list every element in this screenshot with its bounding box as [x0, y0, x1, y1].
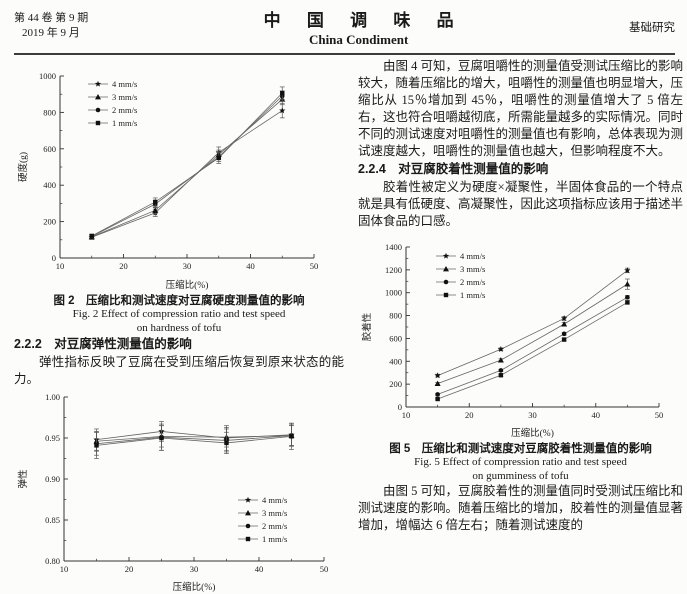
figure5-discussion-paragraph: 由图 5 可知，豆腐胶着性的测量值同时受测试压缩比和测试速度的影响。随着压缩比的…: [358, 484, 684, 532]
svg-text:30: 30: [190, 564, 199, 574]
figure5-caption-en-line1: Fig. 5 Effect of compression ratio and t…: [414, 456, 627, 468]
figure-2: 10 20 30 40 50 0 200 400 600 800 1000 压缩比(%) 硬度(g) 4 …: [14, 62, 344, 335]
svg-text:600: 600: [389, 333, 402, 343]
figure-5: 10 20 30 40 50 0 200 400 600 800 1000 1200 1400 压缩比(%…: [358, 238, 683, 483]
svg-text:0.85: 0.85: [45, 515, 60, 525]
svg-text:压缩比(%): 压缩比(%): [173, 581, 216, 593]
figure3-elasticity-chart: 10 20 30 40 50 0.80 0.85 0.90 0.95 1.00 压缩比(%) 弹性 4 …: [14, 388, 344, 594]
right-column: 由图 4 可知，豆腐咀嚼性的测量值受测试压缩比的影响较大，随着压缩比的增大，咀嚼…: [358, 58, 683, 594]
svg-text:压缩比(%): 压缩比(%): [511, 427, 554, 439]
svg-text:50: 50: [310, 261, 319, 271]
page-header: 第 44 卷 第 9 期 2019 年 9 月 中 国 调 味 品 China …: [14, 6, 675, 48]
figure5-caption-cn: 图 5 压缩比和测试速度对豆腐胶着性测量值的影响: [389, 443, 652, 455]
svg-text:0.80: 0.80: [45, 556, 60, 566]
journal-title-cn: 中 国 调 味 品: [263, 11, 465, 30]
header-divider: [14, 53, 675, 55]
issue-info: 第 44 卷 第 9 期 2019 年 9 月: [14, 6, 88, 41]
svg-text:2 mm/s: 2 mm/s: [460, 277, 485, 287]
figure5-caption: 图 5 压缩比和测试速度对豆腐胶着性测量值的影响 Fig. 5 Effect o…: [358, 442, 683, 483]
figure2-hardness-chart: 10 20 30 40 50 0 200 400 600 800 1000 压缩比(%) 硬度(g) 4 …: [14, 62, 344, 292]
svg-text:3 mm/s: 3 mm/s: [112, 92, 137, 102]
svg-text:1200: 1200: [385, 265, 402, 275]
svg-text:200: 200: [43, 217, 56, 227]
figure2-caption-cn: 图 2 压缩比和测试速度对豆腐硬度测量值的影响: [53, 295, 305, 307]
svg-text:40: 40: [246, 261, 255, 271]
svg-text:胶着性: 胶着性: [361, 312, 373, 341]
svg-text:压缩比(%): 压缩比(%): [166, 279, 209, 291]
issue-date: 2019 年 9 月: [22, 27, 80, 39]
svg-text:4 mm/s: 4 mm/s: [460, 251, 485, 261]
svg-text:400: 400: [389, 356, 402, 366]
svg-text:40: 40: [255, 564, 264, 574]
svg-text:2 mm/s: 2 mm/s: [112, 105, 137, 115]
svg-text:2 mm/s: 2 mm/s: [262, 521, 287, 531]
figure-3: 10 20 30 40 50 0.80 0.85 0.90 0.95 1.00 压缩比(%) 弹性 4 …: [14, 388, 344, 594]
svg-text:20: 20: [119, 261, 128, 271]
svg-text:20: 20: [125, 564, 134, 574]
section-2-2-4-paragraph: 胶着性被定义为硬度×凝聚性，半固体食品的一个特点就是具有低硬度、高凝聚性，因此这…: [358, 180, 684, 228]
svg-text:50: 50: [320, 564, 329, 574]
figure5-gumminess-chart: 10 20 30 40 50 0 200 400 600 800 1000 1200 1400 压缩比(%…: [358, 238, 683, 440]
volume-issue: 第 44 卷 第 9 期: [14, 12, 89, 24]
svg-text:10: 10: [56, 261, 65, 271]
svg-text:10: 10: [402, 410, 411, 420]
left-column: 10 20 30 40 50 0 200 400 600 800 1000 压缩比(%) 硬度(g) 4 …: [14, 58, 344, 594]
svg-text:600: 600: [43, 144, 56, 154]
svg-text:400: 400: [43, 180, 56, 190]
svg-text:弹性: 弹性: [17, 469, 29, 489]
section-label: 基础研究: [629, 22, 675, 34]
svg-text:30: 30: [528, 410, 537, 420]
svg-text:1000: 1000: [39, 71, 56, 81]
section-2-2-4-heading: 2.2.4 对豆腐胶着性测量值的影响: [358, 162, 549, 176]
svg-text:50: 50: [655, 410, 664, 420]
svg-text:3 mm/s: 3 mm/s: [460, 264, 485, 274]
svg-text:3 mm/s: 3 mm/s: [262, 508, 287, 518]
svg-text:30: 30: [183, 261, 192, 271]
svg-text:1000: 1000: [385, 288, 402, 298]
svg-text:0.95: 0.95: [45, 433, 60, 443]
svg-text:0: 0: [398, 402, 402, 412]
svg-text:10: 10: [60, 564, 69, 574]
svg-text:0: 0: [52, 253, 56, 263]
figure2-caption-en-line2: on hardness of tofu: [136, 321, 222, 334]
svg-text:0.90: 0.90: [45, 474, 60, 484]
journal-title-block: 中 国 调 味 品 China Condiment: [88, 6, 629, 48]
svg-text:40: 40: [592, 410, 601, 420]
svg-text:4 mm/s: 4 mm/s: [112, 79, 137, 89]
figure2-caption-en-line1: Fig. 2 Effect of compression ratio and t…: [72, 308, 286, 320]
journal-title-en: China Condiment: [308, 32, 409, 47]
svg-text:4 mm/s: 4 mm/s: [262, 495, 287, 505]
svg-text:800: 800: [43, 107, 56, 117]
svg-text:1400: 1400: [385, 242, 402, 252]
figure5-caption-en-line2: on gumminess of tofu: [472, 469, 569, 482]
svg-text:800: 800: [389, 311, 402, 321]
svg-text:1 mm/s: 1 mm/s: [460, 290, 485, 300]
page-body: 10 20 30 40 50 0 200 400 600 800 1000 压缩比(%) 硬度(g) 4 …: [14, 58, 683, 594]
svg-text:硬度(g): 硬度(g): [17, 152, 29, 182]
figure4-discussion-paragraph: 由图 4 可知，豆腐咀嚼性的测量值受测试压缩比的影响较大，随着压缩比的增大，咀嚼…: [358, 59, 684, 158]
section-2-2-2-paragraph: 弹性指标反映了豆腐在受到压缩后恢复到原来状态的能力。: [14, 355, 344, 386]
svg-text:1.00: 1.00: [45, 392, 60, 402]
svg-text:1 mm/s: 1 mm/s: [262, 534, 287, 544]
figure2-caption: 图 2 压缩比和测试速度对豆腐硬度测量值的影响 Fig. 2 Effect of…: [14, 294, 344, 335]
svg-text:1 mm/s: 1 mm/s: [112, 118, 137, 128]
svg-text:20: 20: [465, 410, 474, 420]
svg-text:200: 200: [389, 379, 402, 389]
section-2-2-2-heading: 2.2.2 对豆腐弹性测量值的影响: [14, 337, 192, 351]
